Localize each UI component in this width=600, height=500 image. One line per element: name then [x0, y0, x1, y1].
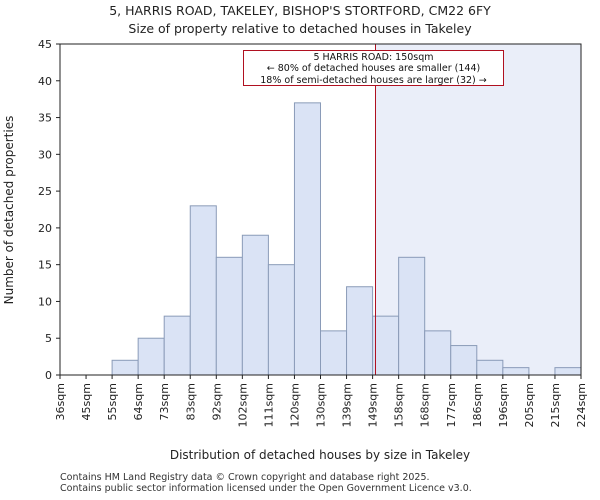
x-tick-label: 215sqm — [549, 383, 562, 427]
x-tick-label: 196sqm — [497, 383, 510, 427]
x-tick-label: 55sqm — [106, 383, 119, 420]
bar — [241, 234, 269, 376]
chart-title: 5, HARRIS ROAD, TAKELEY, BISHOP'S STORTF… — [109, 3, 491, 18]
x-tick-label: 111sqm — [262, 383, 275, 427]
annotation-line-1: 5 HARRIS ROAD: 150sqm — [313, 52, 434, 63]
x-tick-label: 73sqm — [158, 383, 171, 420]
x-tick-label: 64sqm — [132, 383, 145, 420]
bar — [554, 367, 582, 376]
x-tick-label: 139sqm — [341, 383, 354, 427]
x-tick-label: 102sqm — [236, 383, 249, 427]
bar — [320, 330, 348, 376]
annotation-box: 5 HARRIS ROAD: 150sqm ← 80% of detached … — [243, 50, 504, 86]
x-axis-label: Distribution of detached houses by size … — [170, 448, 470, 462]
x-tick-label: 224sqm — [575, 383, 588, 427]
y-tick-label: 25 — [38, 185, 52, 198]
x-tick-label: 149sqm — [367, 383, 380, 427]
bar — [372, 315, 400, 376]
y-tick-label: 30 — [38, 148, 52, 161]
bar — [502, 367, 530, 376]
bar — [398, 256, 426, 376]
y-tick-label: 40 — [38, 75, 52, 88]
bar — [450, 345, 478, 376]
y-tick-label: 45 — [38, 38, 52, 51]
x-tick-label: 168sqm — [419, 383, 432, 427]
x-tick-label: 83sqm — [184, 383, 197, 420]
bar — [293, 102, 322, 376]
annotation-line-2: ← 80% of detached houses are smaller (14… — [266, 63, 481, 75]
x-tick-label: 177sqm — [445, 383, 458, 427]
bar — [163, 315, 191, 376]
bar — [424, 330, 452, 376]
footer-line-1: Contains HM Land Registry data © Crown c… — [60, 472, 430, 483]
y-axis-label: Number of detached properties — [2, 116, 16, 305]
x-tick-label: 45sqm — [80, 383, 93, 420]
bar — [476, 359, 504, 376]
x-tick-label: 120sqm — [288, 383, 301, 427]
y-tick-label: 35 — [38, 112, 52, 125]
chart-subtitle: Size of property relative to detached ho… — [128, 21, 472, 36]
bar — [346, 286, 374, 376]
y-tick-label: 10 — [38, 295, 52, 308]
y-tick-label: 0 — [45, 369, 52, 382]
bar — [267, 264, 295, 376]
bar — [189, 205, 217, 376]
bar — [215, 256, 243, 376]
x-tick-label: 205sqm — [523, 383, 536, 427]
y-tick-label: 20 — [38, 222, 52, 235]
x-tick-label: 158sqm — [393, 383, 406, 427]
x-tick-label: 130sqm — [315, 383, 328, 427]
annotation-line-3: 18% of semi-detached houses are larger (… — [260, 74, 487, 86]
footer-line-2: Contains public sector information licen… — [60, 483, 472, 494]
x-tick-label: 92sqm — [210, 383, 223, 420]
y-tick-label: 15 — [38, 259, 52, 272]
y-tick-label: 5 — [45, 332, 52, 345]
x-tick-label: 186sqm — [471, 383, 484, 427]
x-tick-label: 36sqm — [54, 383, 67, 420]
bar — [111, 359, 139, 376]
bar — [137, 337, 165, 376]
